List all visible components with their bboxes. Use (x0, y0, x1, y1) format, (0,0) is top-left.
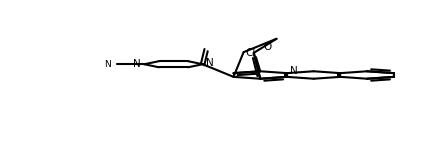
Text: N: N (133, 59, 141, 69)
Text: N: N (104, 60, 111, 69)
Text: N: N (206, 58, 213, 68)
Text: Cl: Cl (246, 48, 256, 58)
Text: N: N (290, 66, 298, 76)
Text: O: O (263, 42, 271, 52)
